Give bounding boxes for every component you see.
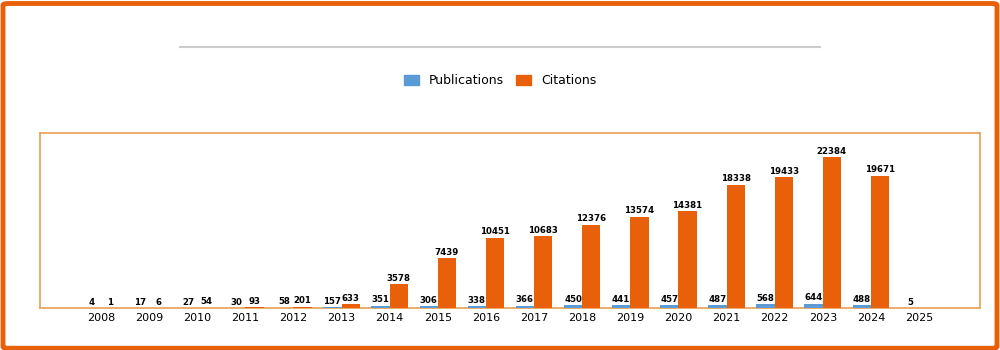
Text: 450: 450: [564, 295, 582, 304]
Text: 6: 6: [155, 298, 161, 307]
Text: 487: 487: [708, 294, 727, 303]
Text: 19671: 19671: [865, 166, 895, 174]
Bar: [804, 304, 823, 308]
Bar: [582, 225, 600, 308]
Text: 366: 366: [516, 295, 534, 304]
Text: 3578: 3578: [387, 274, 411, 283]
Text: 201: 201: [294, 296, 312, 306]
Text: 633: 633: [342, 294, 360, 302]
Text: 58: 58: [278, 298, 290, 306]
Text: 306: 306: [420, 296, 438, 305]
Text: 568: 568: [757, 294, 774, 303]
Text: 10451: 10451: [480, 228, 510, 237]
Bar: [390, 284, 408, 308]
Bar: [534, 236, 552, 308]
Bar: [612, 305, 630, 308]
Text: Total Publications & Citations as on 3rd October 2024: Total Publications & Citations as on 3rd…: [229, 16, 771, 34]
Bar: [371, 306, 390, 308]
Bar: [486, 238, 504, 308]
Bar: [630, 217, 649, 308]
Bar: [775, 177, 793, 308]
Text: 157: 157: [323, 297, 341, 306]
Text: 93: 93: [249, 297, 261, 306]
Text: 14381: 14381: [672, 201, 703, 210]
Bar: [323, 307, 342, 308]
Text: 54: 54: [200, 298, 212, 307]
Bar: [245, 307, 264, 308]
Bar: [564, 305, 582, 308]
Bar: [420, 306, 438, 308]
Text: 18338: 18338: [721, 174, 751, 183]
Text: 457: 457: [660, 295, 678, 304]
Bar: [468, 306, 486, 308]
Text: 27: 27: [182, 298, 194, 307]
Bar: [708, 305, 727, 308]
Text: 4: 4: [89, 298, 95, 307]
Bar: [727, 184, 745, 308]
Bar: [823, 158, 841, 308]
Bar: [438, 258, 456, 308]
Text: 441: 441: [612, 295, 630, 304]
Text: 351: 351: [372, 295, 390, 304]
Text: 10683: 10683: [528, 226, 558, 235]
Text: 17: 17: [134, 298, 146, 307]
Bar: [660, 305, 678, 308]
Bar: [293, 307, 312, 308]
Bar: [871, 176, 889, 308]
Text: 13574: 13574: [624, 206, 654, 216]
Bar: [678, 211, 697, 308]
Text: 19433: 19433: [769, 167, 799, 176]
Bar: [342, 304, 360, 308]
Bar: [756, 304, 775, 308]
Text: 5: 5: [907, 298, 913, 307]
Legend: Publications, Citations: Publications, Citations: [399, 69, 601, 92]
Text: 12376: 12376: [576, 215, 606, 224]
Text: 644: 644: [804, 293, 823, 302]
Text: 338: 338: [468, 295, 486, 304]
Text: 488: 488: [853, 294, 871, 303]
Bar: [516, 306, 534, 308]
Text: 22384: 22384: [817, 147, 847, 156]
Text: 1: 1: [107, 298, 113, 307]
Bar: [853, 305, 871, 308]
Text: 30: 30: [230, 298, 242, 307]
Text: 7439: 7439: [435, 248, 459, 257]
